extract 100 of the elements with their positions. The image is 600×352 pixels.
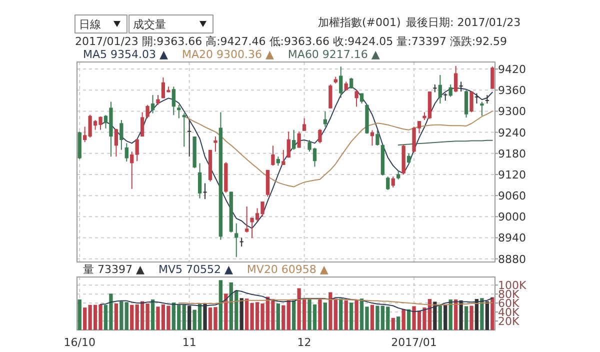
candlestick [474, 92, 479, 104]
dropdown: 日線 [74, 14, 128, 34]
bar [282, 305, 286, 330]
bar [396, 316, 400, 330]
bar [292, 300, 296, 330]
candlestick [464, 90, 468, 118]
y-tick-label: 9420 [498, 63, 526, 76]
bar [406, 309, 411, 330]
candlestick [156, 94, 160, 106]
candlestick [150, 94, 155, 114]
bar [114, 304, 118, 330]
candlestick [244, 206, 249, 233]
candlestick [344, 81, 348, 92]
candlestick [276, 156, 280, 166]
bar [339, 298, 343, 330]
bar [240, 298, 244, 330]
candlestick [339, 66, 343, 98]
candlestick [214, 136, 218, 152]
candlestick [406, 152, 411, 164]
candlestick [349, 77, 354, 89]
bar [224, 294, 228, 330]
candlestick [146, 104, 150, 119]
candlestick [177, 104, 181, 119]
chart-subtitle: 最後日期: 2017/01/23 [406, 16, 521, 29]
y-tick-label: 8880 [498, 252, 526, 266]
y-tick-label: 20K [498, 315, 520, 328]
bar [474, 299, 479, 330]
bar [120, 301, 124, 330]
candlestick [140, 112, 144, 138]
candlestick [120, 119, 124, 150]
candlestick [234, 222, 238, 258]
candlestick [124, 142, 128, 162]
x-tick-label: 2017/01 [391, 336, 437, 349]
line-series [100, 290, 493, 312]
candlestick [114, 128, 118, 158]
candlestick [240, 237, 244, 248]
candlestick [480, 101, 484, 116]
candlestick [328, 84, 332, 109]
bar [150, 299, 155, 330]
bar [470, 306, 474, 330]
x-tick-label: 16/10 [64, 336, 96, 349]
y-tick-label: 9060 [498, 190, 526, 203]
bar [182, 304, 186, 330]
bar [334, 298, 338, 330]
candlestick [271, 145, 275, 166]
bar [464, 306, 468, 330]
bar [444, 304, 448, 330]
y-tick-label: 9000 [498, 210, 526, 224]
candlestick [354, 90, 358, 108]
bar [402, 309, 406, 330]
candlestick [318, 128, 322, 144]
text: MA20 9300.36 ▲ [182, 48, 274, 61]
bar [276, 304, 280, 330]
candlestick [188, 119, 192, 158]
text: MA60 9217.16 ▲ [288, 48, 380, 61]
y-tick-label: 8940 [498, 232, 526, 245]
bar [349, 302, 354, 330]
bar [490, 297, 494, 330]
candlestick [470, 91, 474, 113]
legend-title: 量 73397 ▲ [83, 263, 145, 276]
bar [188, 306, 192, 330]
bar [218, 280, 223, 330]
candlestick [203, 182, 207, 200]
candlestick [391, 176, 395, 188]
candlestick [376, 130, 380, 146]
candlestick [386, 176, 390, 190]
series-label: MV5 70552 ▲ [158, 263, 234, 276]
text: 2017/01/23 開:9363.66 高:9427.46 低:9363.66 收:9424.05 量:73397 漲跌:92.59 [75, 35, 508, 48]
bar [318, 299, 322, 330]
bar [78, 299, 82, 330]
candlestick [454, 65, 458, 93]
bar [438, 304, 442, 330]
candlestick [182, 112, 186, 148]
bar [323, 302, 328, 330]
bar [344, 300, 348, 330]
bar [459, 300, 463, 330]
bar [286, 300, 290, 330]
bar [370, 304, 374, 330]
bar [130, 304, 134, 330]
bar [433, 302, 437, 330]
bar [485, 301, 489, 330]
candlestick [302, 118, 306, 132]
candlestick [297, 131, 301, 148]
candlestick [130, 151, 134, 190]
candlestick [198, 162, 202, 199]
y-tick-label: 9180 [498, 147, 526, 160]
bar [391, 318, 395, 330]
y-tick-label: 9240 [498, 126, 526, 140]
x-tick-label: 12 [297, 336, 312, 349]
chart-title: 加權指數(#001) [318, 16, 401, 29]
candlestick [438, 74, 442, 104]
x-tick-label: 11 [182, 336, 196, 349]
candlestick [459, 81, 463, 92]
candlestick [282, 149, 286, 166]
y-tick-label: 9360 [498, 84, 526, 98]
text: MV20 60958 ▲ [246, 263, 329, 276]
bar [124, 302, 128, 330]
candlestick [292, 129, 296, 150]
candlestick [286, 131, 290, 158]
bar [354, 300, 358, 330]
